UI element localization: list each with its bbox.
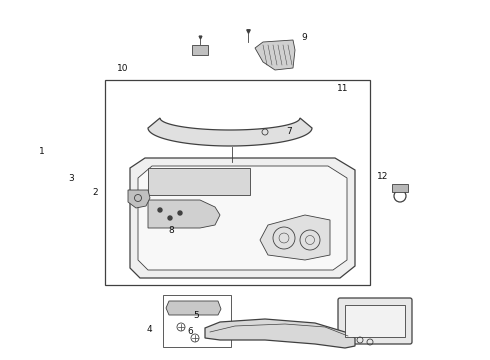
Bar	[392, 184, 408, 192]
Bar	[163, 295, 231, 347]
Circle shape	[178, 211, 182, 215]
Text: 3: 3	[68, 174, 74, 183]
Circle shape	[168, 216, 172, 220]
FancyBboxPatch shape	[338, 298, 412, 344]
Text: 2: 2	[93, 188, 98, 197]
Polygon shape	[205, 319, 355, 348]
Text: 11: 11	[337, 84, 349, 93]
Text: 6: 6	[187, 327, 193, 336]
Polygon shape	[138, 166, 347, 270]
Text: 8: 8	[169, 226, 174, 235]
Polygon shape	[148, 118, 312, 146]
Polygon shape	[128, 190, 150, 208]
Polygon shape	[255, 40, 295, 70]
Text: 5: 5	[193, 310, 199, 320]
Text: 7: 7	[286, 127, 292, 136]
Text: 4: 4	[147, 325, 152, 334]
Polygon shape	[260, 215, 330, 260]
Text: 1: 1	[39, 147, 45, 156]
Bar	[105, 80, 370, 285]
Text: 9: 9	[301, 33, 307, 42]
Circle shape	[158, 208, 162, 212]
Polygon shape	[166, 301, 221, 315]
Polygon shape	[148, 200, 220, 228]
Text: 10: 10	[117, 64, 128, 73]
Bar	[345, 305, 405, 337]
Bar	[192, 45, 208, 55]
Bar	[148, 168, 250, 195]
Polygon shape	[130, 158, 355, 278]
Text: 12: 12	[376, 172, 388, 181]
